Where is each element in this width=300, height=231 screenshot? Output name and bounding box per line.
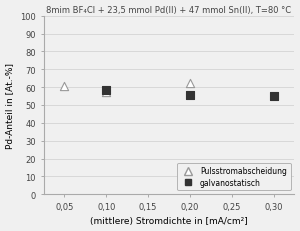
Title: 8mim BF₄Cl + 23,5 mmol Pd(II) + 47 mmol Sn(II), T=80 °C: 8mim BF₄Cl + 23,5 mmol Pd(II) + 47 mmol …	[46, 6, 292, 15]
X-axis label: (mittlere) Stromdichte in [mA/cm²]: (mittlere) Stromdichte in [mA/cm²]	[90, 216, 248, 225]
Point	[188, 94, 192, 98]
Point	[271, 95, 276, 98]
Point	[104, 90, 109, 94]
Legend: Pulsstromabscheidung, galvanostatisch: Pulsstromabscheidung, galvanostatisch	[177, 163, 291, 191]
Point	[188, 82, 192, 85]
Point	[62, 85, 67, 89]
Y-axis label: Pd-Anteil in [At.-%]: Pd-Anteil in [At.-%]	[6, 63, 15, 148]
Point	[104, 88, 109, 92]
